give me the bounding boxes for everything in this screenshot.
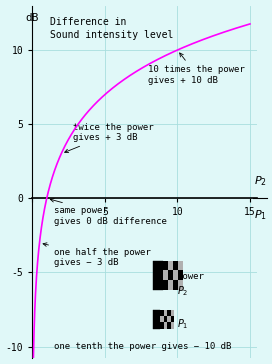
Bar bbox=[153, 261, 163, 290]
Text: twice the power
gives + 3 dB: twice the power gives + 3 dB bbox=[65, 123, 153, 153]
Text: same power
gives 0 dB difference: same power gives 0 dB difference bbox=[50, 198, 167, 226]
Bar bbox=[163, 261, 168, 270]
Bar bbox=[178, 270, 183, 280]
Bar bbox=[163, 316, 167, 323]
Bar bbox=[168, 261, 173, 270]
Text: one half the power
gives − 3 dB: one half the power gives − 3 dB bbox=[43, 243, 151, 267]
Bar bbox=[153, 309, 160, 329]
Bar bbox=[168, 280, 173, 290]
Text: one tenth the power gives − 10 dB: one tenth the power gives − 10 dB bbox=[54, 342, 231, 351]
Bar bbox=[167, 323, 171, 329]
Text: 10 times the power
gives + 10 dB: 10 times the power gives + 10 dB bbox=[148, 53, 245, 85]
Bar bbox=[171, 309, 175, 316]
Bar bbox=[167, 316, 171, 323]
Bar bbox=[167, 309, 171, 316]
Bar bbox=[171, 323, 175, 329]
Bar bbox=[168, 270, 173, 280]
Text: Difference in
Sound intensity level: Difference in Sound intensity level bbox=[50, 17, 173, 40]
Bar bbox=[160, 323, 163, 329]
Text: dB: dB bbox=[25, 13, 38, 23]
Bar bbox=[163, 270, 168, 280]
Bar bbox=[173, 280, 178, 290]
Bar bbox=[171, 316, 175, 323]
Bar bbox=[173, 261, 178, 270]
Bar bbox=[160, 309, 163, 316]
Bar bbox=[163, 280, 168, 290]
Text: Power: Power bbox=[177, 272, 204, 281]
Text: $P_1$: $P_1$ bbox=[177, 317, 189, 331]
Bar bbox=[160, 316, 163, 323]
Bar bbox=[178, 280, 183, 290]
Text: $P_1$: $P_1$ bbox=[254, 209, 267, 222]
Text: $P_2$: $P_2$ bbox=[254, 174, 267, 188]
Bar bbox=[178, 261, 183, 270]
Text: $P_2$: $P_2$ bbox=[177, 284, 189, 298]
Bar bbox=[163, 323, 167, 329]
Bar bbox=[163, 309, 167, 316]
Bar bbox=[173, 270, 178, 280]
